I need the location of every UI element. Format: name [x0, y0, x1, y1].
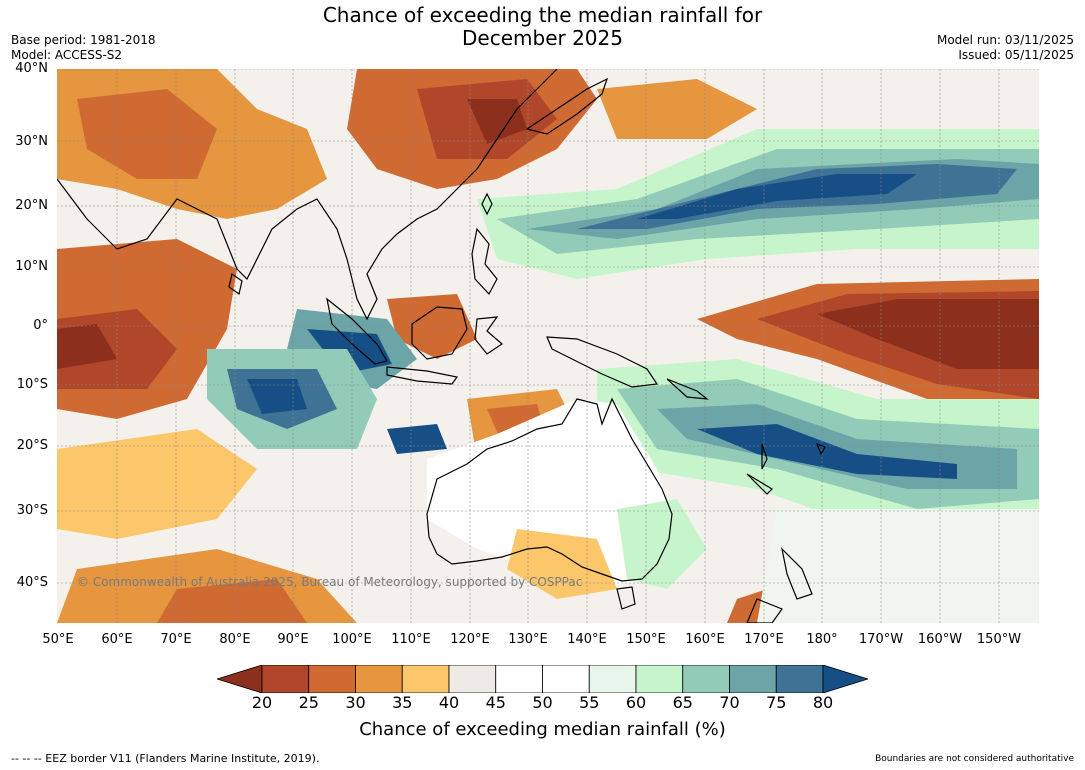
- java-coastline: [386, 366, 459, 385]
- lon-label-100e: 100°E: [332, 632, 372, 647]
- lon-label-60e: 60°E: [101, 632, 133, 647]
- colorbar-tick-label: 70: [719, 693, 740, 712]
- colorbar-tick-label: 75: [766, 693, 787, 712]
- colorbar-label: Chance of exceeding median rainfall (%): [359, 719, 726, 740]
- lat-label-30s: 30°S: [16, 503, 48, 518]
- vanuatu-coastline: [761, 443, 768, 470]
- lon-label-160w: 160°W: [917, 632, 963, 647]
- lon-label-160e: 160°E: [685, 632, 725, 647]
- colorbar-high-extension: [822, 665, 868, 693]
- sumatra-coastline: [326, 297, 388, 365]
- colorbar-segment: [308, 665, 356, 693]
- asia-coastline: [57, 69, 558, 321]
- sulawesi-coastline: [474, 316, 503, 355]
- colorbar-segment: [355, 665, 403, 693]
- colorbar-tick-label: 35: [392, 693, 413, 712]
- copyright-notice: © Commonwealth of Australia 2025, Bureau…: [77, 575, 583, 589]
- lon-label-110e: 110°E: [391, 632, 431, 647]
- colorbar-tick-label: 80: [812, 693, 834, 712]
- probability-fields: [57, 69, 1039, 623]
- colorbar-segment: [588, 665, 637, 693]
- rainfall-map: [57, 69, 1039, 623]
- new-zealand-coastline: [746, 547, 813, 623]
- colorbar-tick-label: 25: [298, 693, 319, 712]
- map-title: Chance of exceeding the median rainfall …: [0, 4, 1085, 50]
- lon-label-120e: 120°E: [450, 632, 490, 647]
- colorbar-segment: [775, 665, 824, 693]
- fiji-coastline: [815, 442, 826, 456]
- colorbar-segment: [682, 665, 730, 693]
- boundary-disclaimer: Boundaries are not considered authoritat…: [875, 754, 1074, 764]
- lon-label-150w: 150°W: [976, 632, 1022, 647]
- lat-label-20s: 20°S: [16, 438, 48, 453]
- colorbar-segment: [401, 665, 450, 693]
- lat-label-equator: 0°: [33, 318, 48, 333]
- lat-label-10s: 10°S: [16, 377, 48, 392]
- colorbar-tick-label: 60: [625, 693, 647, 712]
- eez-legend-note: -- -- -- EEZ border V11 (Flanders Marine…: [11, 752, 320, 765]
- new-caledonia-coastline: [746, 473, 773, 495]
- colorbar-segment: [542, 665, 590, 693]
- colorbar-segment: [635, 665, 684, 693]
- lon-label-170w: 170°W: [858, 632, 904, 647]
- colorbar-segment: [495, 665, 543, 693]
- metadata-left: Base period: 1981-2018 Model: ACCESS-S2: [11, 33, 156, 63]
- colorbar-segment: [729, 665, 777, 693]
- lat-label-40n: 40°N: [15, 61, 48, 76]
- base-period: Base period: 1981-2018: [11, 33, 156, 47]
- lat-label-10n: 10°N: [15, 259, 48, 274]
- colorbar-segment: [448, 665, 497, 693]
- colorbar-tick-label: 45: [485, 693, 506, 712]
- australia-coastline: [426, 397, 673, 582]
- coastlines: [57, 69, 826, 623]
- issued-date: Issued: 05/11/2025: [958, 48, 1074, 62]
- new-guinea-coastline: [546, 336, 659, 388]
- solomon-coastline: [666, 378, 709, 400]
- japan-coastline: [525, 77, 609, 135]
- lon-label-50e: 50°E: [42, 632, 74, 647]
- colorbar-tick-label: 20: [251, 693, 273, 712]
- map-title-line-1: Chance of exceeding the median rainfall …: [322, 3, 763, 27]
- lon-label-150e: 150°E: [626, 632, 666, 647]
- sri-lanka-coastline: [228, 272, 243, 296]
- model-run: Model run: 03/11/2025: [936, 33, 1074, 47]
- colorbar-tick-label: 40: [438, 693, 460, 712]
- lon-label-170e: 170°E: [744, 632, 784, 647]
- lon-label-180: 180°: [806, 632, 838, 647]
- model-name: Model: ACCESS-S2: [11, 48, 123, 62]
- lat-label-40s: 40°S: [16, 575, 48, 590]
- lon-label-70e: 70°E: [160, 632, 192, 647]
- metadata-right: Model run: 03/11/2025 Issued: 05/11/2025: [937, 33, 1074, 63]
- lat-label-30n: 30°N: [15, 134, 48, 149]
- graticule: [57, 69, 1039, 623]
- taiwan-coastline: [481, 192, 493, 216]
- colorbar: [217, 665, 868, 693]
- lon-label-130e: 130°E: [508, 632, 548, 647]
- lon-label-80e: 80°E: [219, 632, 251, 647]
- lat-label-20n: 20°N: [15, 198, 48, 213]
- colorbar-tick-label: 55: [579, 693, 600, 712]
- borneo-coastline: [411, 306, 468, 360]
- colorbar-low-extension: [217, 665, 263, 693]
- colorbar-segment: [261, 665, 310, 693]
- colorbar-tick-label: 65: [672, 693, 693, 712]
- tasmania-coastline: [616, 586, 636, 610]
- lon-label-140e: 140°E: [567, 632, 607, 647]
- colorbar-tick-label: 50: [532, 693, 553, 712]
- philippines-coastline: [471, 227, 498, 296]
- map-title-line-2: December 2025: [462, 26, 623, 50]
- colorbar-tick-label: 30: [345, 693, 366, 712]
- lon-label-90e: 90°E: [277, 632, 309, 647]
